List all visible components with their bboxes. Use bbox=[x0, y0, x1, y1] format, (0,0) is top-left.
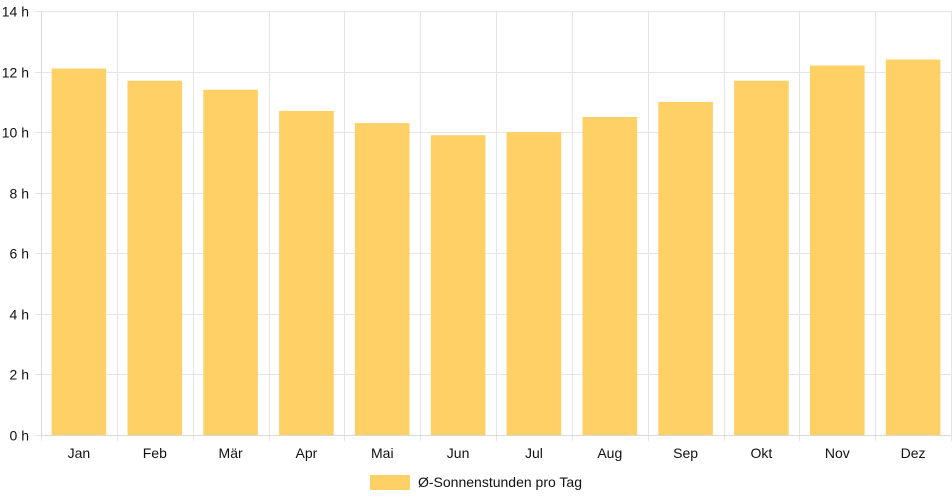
bar bbox=[506, 132, 562, 435]
axes: 0 h 2 h 4 h 6 h 8 h 10 h 12 h 14 h Jan Feb Mär Apr M… bbox=[2, 4, 951, 461]
legend-label[interactable]: Ø-Sonnenstunden pro Tag bbox=[418, 474, 582, 490]
y-tick-label: 4 h bbox=[10, 307, 29, 323]
y-tick-label: 2 h bbox=[10, 367, 29, 383]
y-tick-label: 6 h bbox=[10, 246, 29, 262]
y-tick-label: 0 h bbox=[10, 428, 29, 444]
x-tick-label: Jan bbox=[68, 445, 91, 461]
bar bbox=[734, 80, 789, 435]
x-tick-label: Feb bbox=[143, 445, 167, 461]
x-tick-label: Dez bbox=[901, 445, 926, 461]
bar bbox=[127, 80, 183, 435]
bar bbox=[658, 101, 713, 436]
bar bbox=[885, 59, 941, 435]
y-tick-label: 12 h bbox=[2, 65, 29, 81]
x-tick-label: Okt bbox=[751, 445, 773, 461]
bar bbox=[582, 117, 638, 435]
bar bbox=[354, 123, 410, 435]
bar bbox=[279, 110, 334, 436]
bars bbox=[51, 59, 941, 436]
x-tick-label: Nov bbox=[825, 445, 850, 461]
x-tick-label: Jun bbox=[447, 445, 470, 461]
y-tick-label: 8 h bbox=[10, 186, 29, 202]
y-tick-label: 14 h bbox=[2, 4, 29, 20]
x-tick-label: Sep bbox=[673, 445, 698, 461]
x-tick-label: Aug bbox=[597, 445, 622, 461]
x-tick-label: Mai bbox=[371, 445, 394, 461]
grid bbox=[35, 11, 952, 441]
bar bbox=[430, 135, 486, 435]
bar bbox=[51, 68, 107, 435]
legend-swatch[interactable] bbox=[370, 475, 410, 490]
x-tick-label: Jul bbox=[525, 445, 543, 461]
y-tick-label: 10 h bbox=[2, 125, 29, 141]
bar bbox=[810, 65, 865, 435]
x-tick-label: Mär bbox=[219, 445, 243, 461]
x-tick-label: Apr bbox=[296, 445, 318, 461]
legend[interactable]: Ø-Sonnenstunden pro Tag bbox=[370, 474, 582, 490]
bar bbox=[203, 89, 258, 435]
